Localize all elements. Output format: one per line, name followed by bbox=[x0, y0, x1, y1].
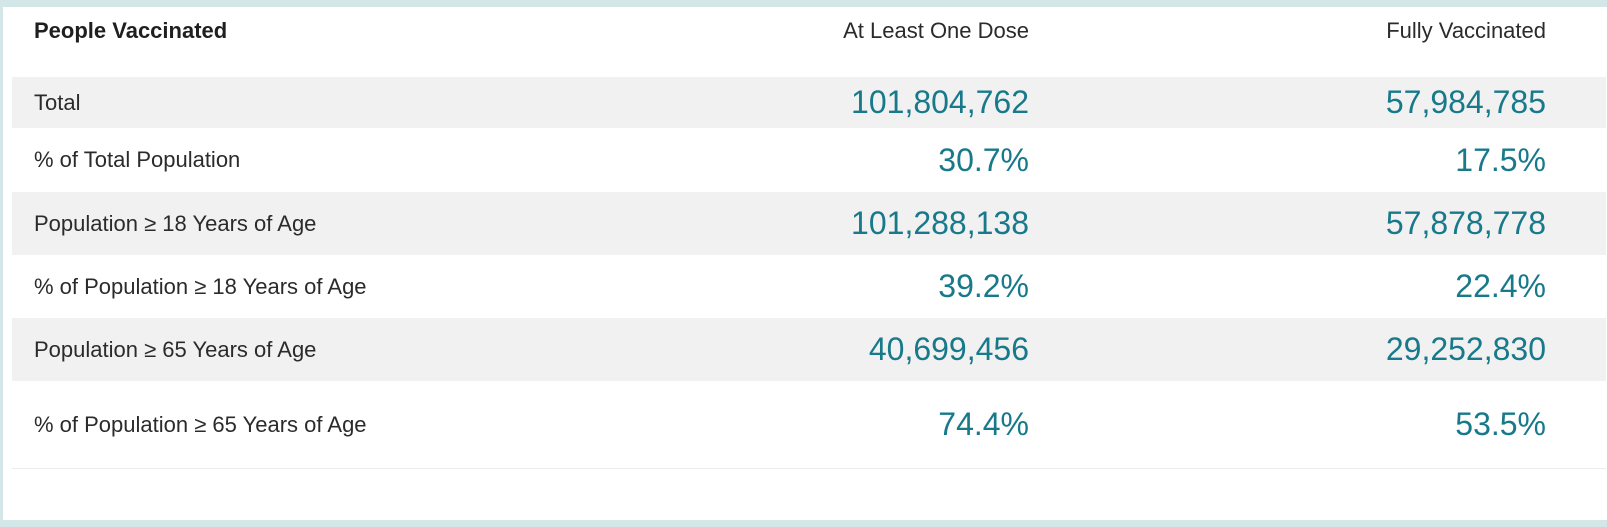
at-least-one-dose-value: 101,288,138 bbox=[851, 205, 1029, 241]
at-least-one-dose-value: 30.7% bbox=[938, 141, 1029, 178]
fully-vaccinated-value: 57,878,778 bbox=[1385, 205, 1546, 241]
at-least-one-dose-value: 101,804,762 bbox=[851, 84, 1029, 120]
row-label: % of Population ≥ 18 Years of Age bbox=[34, 273, 367, 299]
at-least-one-dose-value: 39.2% bbox=[938, 268, 1029, 304]
table-row: % of Population ≥ 18 Years of Age 39.2% … bbox=[12, 255, 1606, 318]
table-row: Total 101,804,762 57,984,785 bbox=[12, 77, 1606, 128]
header-people-vaccinated: People Vaccinated bbox=[34, 18, 228, 43]
at-least-one-dose-value: 40,699,456 bbox=[868, 331, 1029, 367]
fully-vaccinated-value: 53.5% bbox=[1455, 406, 1546, 442]
row-label: % of Total Population bbox=[34, 147, 241, 172]
row-label: Total bbox=[34, 89, 81, 115]
table-row: % of Population ≥ 65 Years of Age 74.4% … bbox=[12, 381, 1606, 469]
table-header-row: People Vaccinated At Least One Dose Full… bbox=[12, 7, 1606, 62]
row-label: Population ≥ 65 Years of Age bbox=[34, 336, 317, 362]
row-label: % of Population ≥ 65 Years of Age bbox=[34, 411, 367, 437]
vaccination-panel: People Vaccinated At Least One Dose Full… bbox=[3, 7, 1607, 520]
fully-vaccinated-value: 17.5% bbox=[1455, 141, 1546, 178]
fully-vaccinated-value: 22.4% bbox=[1455, 268, 1546, 304]
at-least-one-dose-value: 74.4% bbox=[938, 406, 1029, 442]
vaccination-table: People Vaccinated At Least One Dose Full… bbox=[12, 7, 1606, 469]
header-fully-vaccinated: Fully Vaccinated bbox=[1386, 18, 1546, 43]
row-label: Population ≥ 18 Years of Age bbox=[34, 210, 317, 236]
fully-vaccinated-value: 57,984,785 bbox=[1385, 84, 1546, 120]
table-row: % of Total Population 30.7% 17.5% bbox=[12, 128, 1606, 192]
table-row: Population ≥ 65 Years of Age 40,699,456 … bbox=[12, 318, 1606, 381]
header-at-least-one-dose: At Least One Dose bbox=[843, 18, 1029, 43]
table-row: Population ≥ 18 Years of Age 101,288,138… bbox=[12, 192, 1606, 255]
fully-vaccinated-value: 29,252,830 bbox=[1385, 331, 1546, 367]
